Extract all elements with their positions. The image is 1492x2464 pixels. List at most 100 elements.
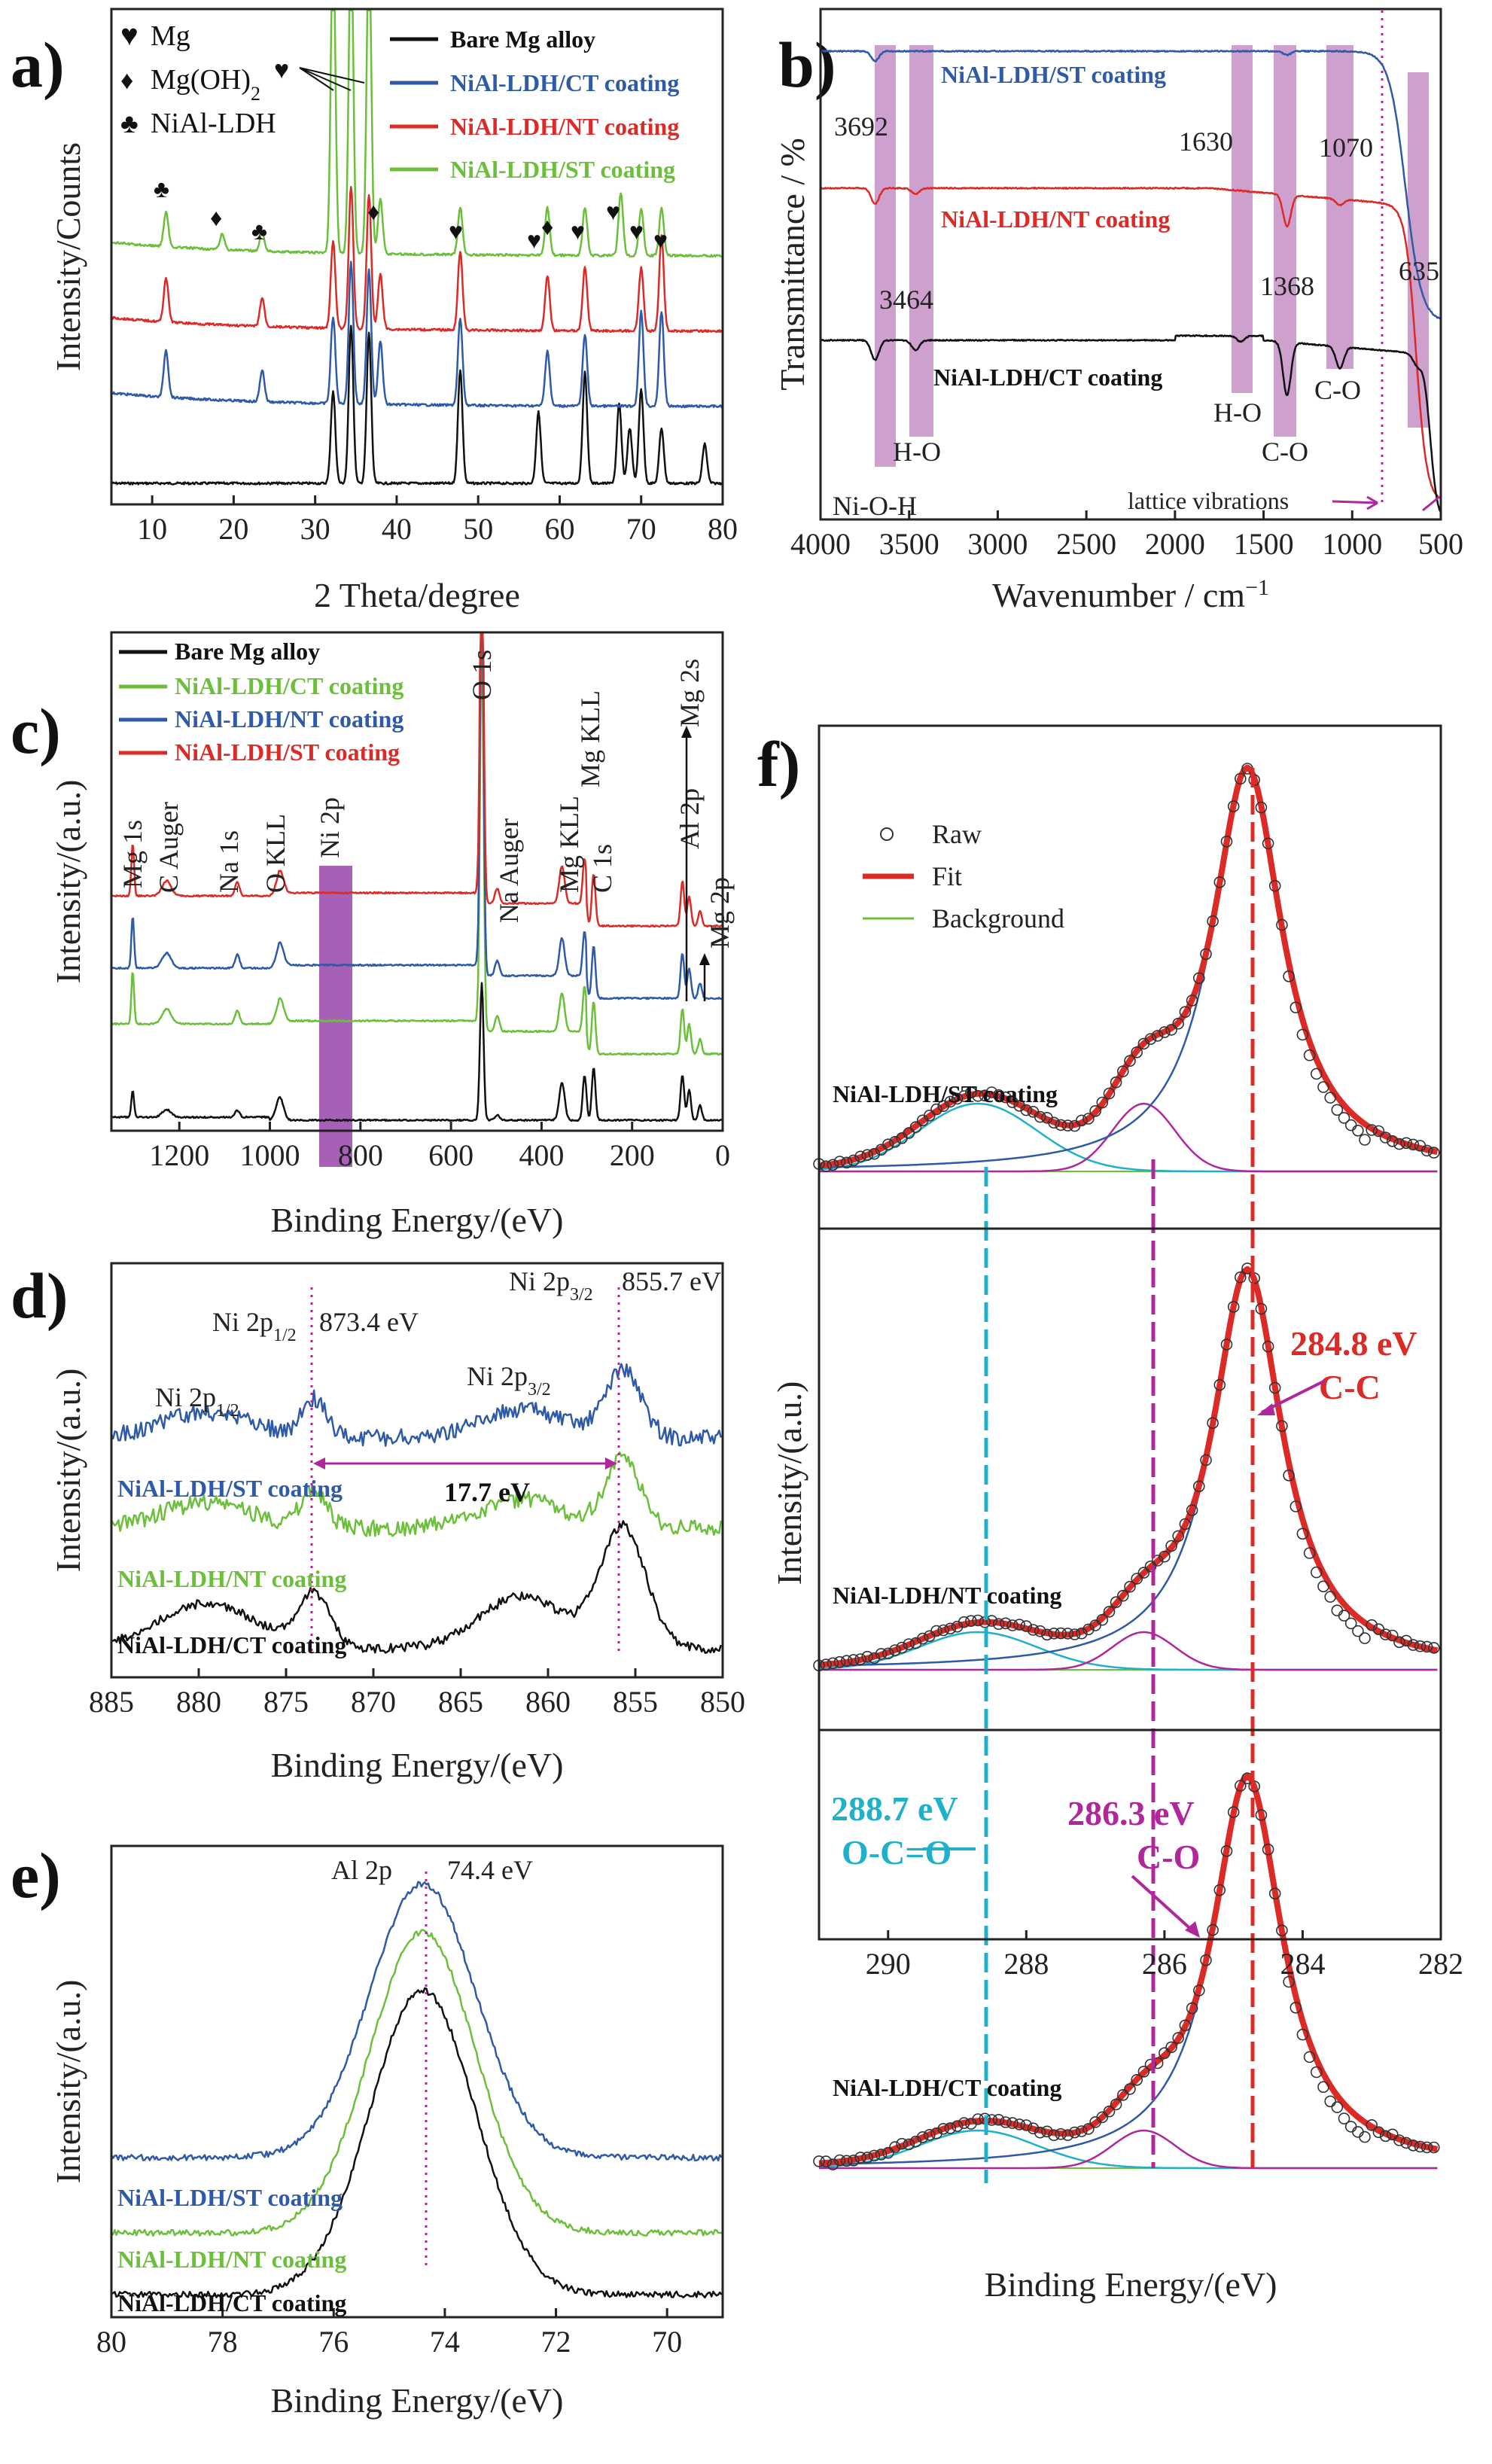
raw-point xyxy=(1006,1096,1019,1108)
raw-point xyxy=(924,1110,936,1122)
raw-point xyxy=(1172,1017,1184,1030)
raw-point xyxy=(1359,2130,1371,2143)
raw-point xyxy=(1055,2127,1067,2140)
tick-label: 286 xyxy=(1142,1947,1187,1981)
raw-point xyxy=(937,1100,949,1112)
tick-label: 1500 xyxy=(1234,527,1294,561)
raw-point xyxy=(944,2122,957,2134)
raw-point xyxy=(1276,1924,1288,1937)
legend-mgoh2: Mg(OH)2 xyxy=(151,64,260,105)
raw-point xyxy=(951,1092,964,1105)
splitting-arrow xyxy=(313,1457,617,1470)
raw-point xyxy=(985,1086,998,1098)
raw-point xyxy=(868,1147,881,1160)
trace-nial-ldh-ct-coating xyxy=(110,260,724,409)
raw-point xyxy=(1137,2066,1150,2078)
value-855: 855.7 eV xyxy=(622,1266,721,1296)
panel-b-lattice-arrow xyxy=(1332,495,1440,512)
raw-point xyxy=(1193,972,1205,985)
raw-point xyxy=(992,1618,1005,1630)
label-c-auger: C Auger xyxy=(154,802,184,893)
panel-e-xlabel: Binding Energy/(eV) xyxy=(271,2381,564,2420)
raw-point xyxy=(1303,1547,1316,1559)
raw-point xyxy=(1255,801,1268,814)
tick-label: 70 xyxy=(652,2325,682,2359)
panel-f-subpanel-labels: NiAl-LDH/ST coating NiAl-LDH/NT coating … xyxy=(833,1080,1061,2101)
raw-point xyxy=(1227,1806,1240,1818)
raw-point xyxy=(1048,1628,1060,1640)
trace-bare-mg-alloy xyxy=(111,982,723,1122)
raw-point xyxy=(1296,2028,1309,2041)
legend-st: NiAl-LDH/ST coating xyxy=(175,739,400,766)
raw-point xyxy=(937,1624,949,1637)
raw-point xyxy=(820,2155,832,2167)
raw-point xyxy=(1213,876,1226,888)
raw-point xyxy=(1290,2002,1302,2014)
tick-label: 50 xyxy=(463,512,493,546)
band-value-3692: 3692 xyxy=(834,111,888,142)
tick-label: 885 xyxy=(89,1685,134,1719)
raw-point xyxy=(1110,2098,1122,2111)
raw-point xyxy=(1268,1887,1281,1900)
trace-nial-ldh-ct-coating xyxy=(111,1987,723,2299)
raw-point xyxy=(1372,2126,1385,2138)
tick-label: 288 xyxy=(1003,1947,1049,1981)
raw-point xyxy=(1366,1619,1378,1631)
panel-d-annotations: Ni 2p1/2 873.4 eV Ni 2p3/2 855.7 eV Ni 2… xyxy=(155,1266,721,1507)
label-st: NiAl-LDH/ST coating xyxy=(833,1080,1058,1107)
raw-point xyxy=(1331,2101,1344,2113)
raw-point xyxy=(1387,2128,1399,2141)
raw-point xyxy=(813,2155,825,2167)
diamond-marker-icon: ♦ xyxy=(120,67,133,95)
trace-nial-ldh-nt-coating xyxy=(110,1451,722,1537)
raw-point xyxy=(1420,1640,1433,1653)
raw-point xyxy=(1013,1619,1025,1631)
raw-point xyxy=(1255,1302,1268,1315)
tick-label: 880 xyxy=(176,1685,221,1719)
heart-marker-icon: ♥ xyxy=(120,18,139,52)
raw-point xyxy=(1110,1596,1122,1608)
panel-a-ticks: 10 20 30 40 50 60 70 80 xyxy=(137,495,738,546)
component-c-o xyxy=(819,2129,1438,2170)
raw-point xyxy=(882,1647,894,1660)
tick-label: 800 xyxy=(338,1138,383,1172)
band-label-c-o-1: C-O xyxy=(1262,437,1308,467)
raw-point xyxy=(848,2155,860,2167)
raw-point xyxy=(1082,2123,1095,2135)
raw-point xyxy=(1165,1540,1177,1552)
trace-nial-ldh-ct-coating xyxy=(111,1520,722,1654)
raw-point xyxy=(1179,1518,1192,1530)
trace-nial-ldh-nt-coating xyxy=(111,1929,722,2237)
raw-point xyxy=(1207,1923,1219,1936)
raw-point xyxy=(1317,1081,1329,1093)
tick-label: 1000 xyxy=(240,1138,300,1172)
raw-point xyxy=(1296,1028,1309,1041)
raw-point xyxy=(1366,1124,1378,1136)
panel-a: a) 10 20 30 40 50 60 70 80 2 Theta/degree Inten… xyxy=(11,8,738,614)
raw-point xyxy=(1311,1566,1323,1579)
raw-point xyxy=(1131,2074,1143,2086)
label-nt: NiAl-LDH/NT coating xyxy=(833,1582,1061,1609)
diamond-marker-icon: ♦ xyxy=(367,198,379,225)
heart-marker-icon: ♥ xyxy=(527,227,541,254)
value-284-8: 284.8 eV xyxy=(1290,1324,1417,1363)
raw-point xyxy=(903,2138,915,2151)
tick-label: 2000 xyxy=(1145,527,1205,561)
raw-point xyxy=(1414,1640,1427,1652)
raw-point xyxy=(1268,1381,1281,1394)
tick-label: 78 xyxy=(208,2325,238,2359)
raw-point xyxy=(1290,1500,1302,1512)
raw-point xyxy=(1338,2112,1350,2124)
label-o-c-o: O-C=O xyxy=(842,1833,952,1872)
panel-b: b) 4000 3500 3000 2500 2000 1500 1000 500 Waven… xyxy=(773,8,1463,614)
raw-point xyxy=(903,1638,915,1650)
raw-point xyxy=(1283,1975,1295,1988)
label-ct: NiAl-LDH/CT coating xyxy=(833,2074,1061,2101)
label-ct: NiAl-LDH/CT coating xyxy=(933,364,1162,391)
raw-point xyxy=(1235,1780,1247,1792)
legend-background: Background xyxy=(932,903,1064,934)
tick-label: 1200 xyxy=(149,1138,209,1172)
raw-point xyxy=(840,1156,853,1169)
panel-c-ticks: 1200 1000 800 600 400 200 0 xyxy=(149,1122,730,1172)
raw-point xyxy=(1407,1138,1420,1151)
